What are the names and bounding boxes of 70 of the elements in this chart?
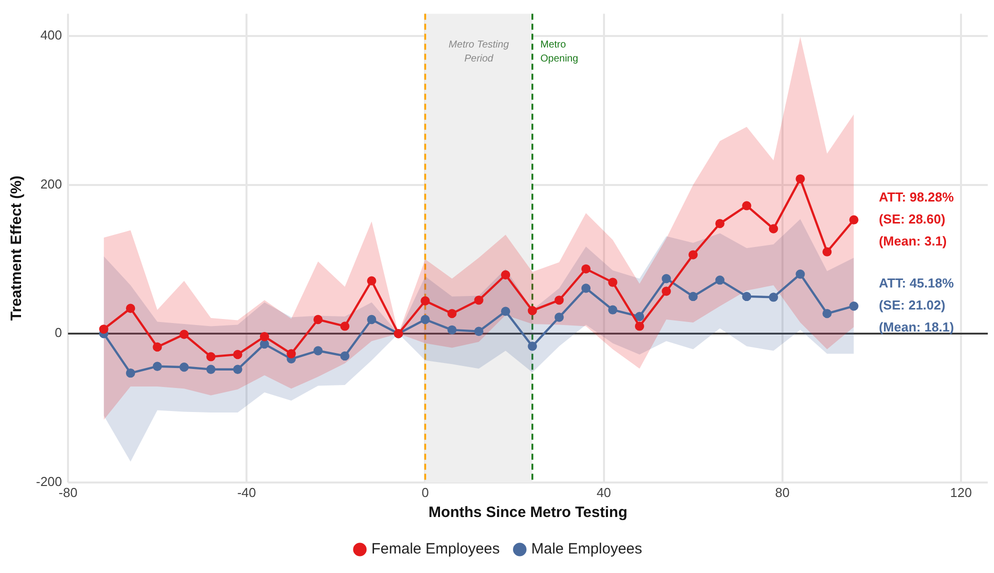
point [447,325,457,335]
point [715,218,725,228]
point [99,324,108,334]
point [313,346,323,356]
x-tick-label: 40 [596,484,612,500]
point [474,326,484,336]
point [554,312,564,322]
point [420,296,430,306]
point [581,264,591,274]
point [634,322,644,331]
point [367,314,376,324]
point [742,292,752,302]
point [715,275,725,285]
point [420,314,430,324]
point [849,215,858,224]
point [180,362,189,372]
point [662,286,671,296]
point [367,276,376,286]
point [768,224,778,234]
point [796,174,805,184]
point [474,296,484,305]
point [233,350,242,360]
point [206,364,216,374]
y-axis-title: Treatment Effect (%) [8,176,26,321]
point [313,314,323,324]
point [260,339,270,349]
point [822,308,832,318]
x-tick-label: 0 [422,484,429,500]
point [500,306,510,316]
point [260,332,270,342]
point [340,351,350,361]
point [796,270,805,279]
point [126,304,136,313]
point [340,322,350,331]
y-tick-label: 200 [40,176,62,192]
point [500,270,510,280]
point [286,349,296,358]
point [180,330,189,339]
legend-label: Female Employees [371,540,500,558]
point [581,284,591,293]
point [126,368,136,378]
point [528,306,537,316]
point [608,278,618,287]
point [152,362,162,371]
point [447,308,457,318]
x-tick-label: 80 [775,484,790,500]
point [233,364,242,374]
point [688,250,698,260]
point [662,274,671,284]
point [688,292,698,302]
point [634,312,644,322]
point [822,247,832,256]
point [608,305,618,314]
legend-label: Male Employees [531,540,642,558]
band-label: Metro Testing Period [448,40,510,65]
point [768,292,778,302]
point [742,201,752,210]
y-tick-label: 0 [54,325,62,340]
annotation: ATT: 45.18% (SE: 21.02) (Mean: 18.1) [878,276,954,335]
point [206,352,216,362]
point [152,342,162,352]
point [554,296,564,305]
x-axis-title: Months Since Metro Testing [428,504,628,522]
ref-line-label: Metro Opening [540,40,578,65]
x-tick-label: -40 [237,484,256,500]
point [849,302,858,311]
y-tick-label: 400 [40,28,62,43]
annotation: ATT: 98.28% (SE: 28.60) (Mean: 3.1) [878,189,954,248]
x-tick-label: 120 [950,484,972,500]
point [528,342,537,351]
